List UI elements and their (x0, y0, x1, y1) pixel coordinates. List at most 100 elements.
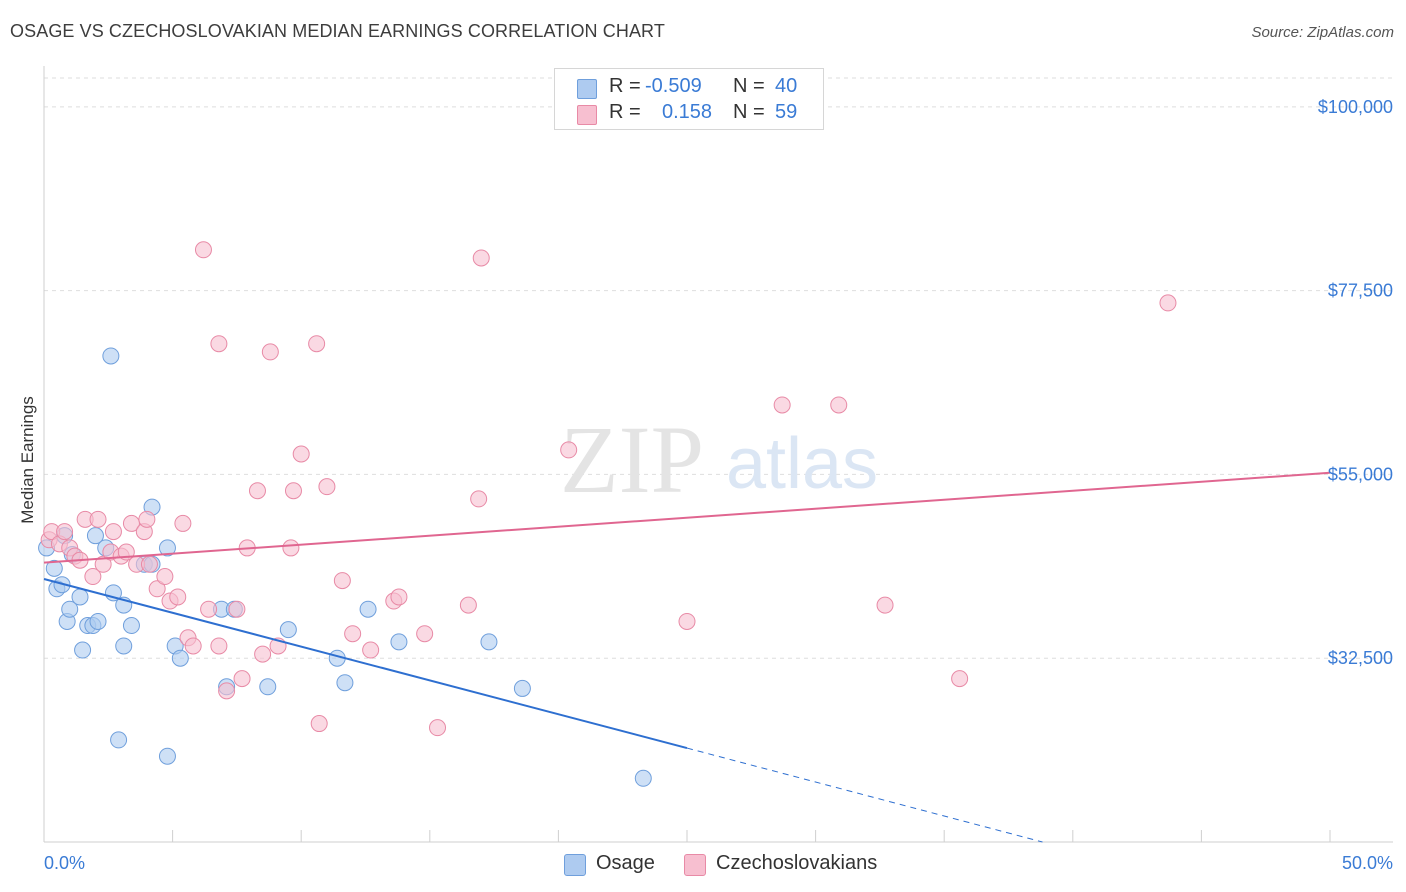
czech-point (218, 682, 236, 700)
czech-point (148, 580, 166, 598)
osage-point (122, 617, 140, 635)
osage-trend-line (43, 578, 688, 750)
czech-point (156, 568, 174, 586)
czech-point (210, 335, 228, 353)
osage-point (171, 649, 189, 667)
czech-point (318, 478, 336, 496)
watermark-atlas: atlas (726, 424, 878, 504)
osage-point (513, 679, 531, 697)
czech-legend-swatch (684, 854, 706, 876)
osage-point (259, 678, 277, 696)
osage-legend-swatch (564, 854, 586, 876)
czech-point (194, 241, 212, 259)
osage-point (158, 747, 176, 765)
osage-point (336, 674, 354, 692)
czech-point (233, 670, 251, 688)
axis-labels: $32,500 $55,000 $77,500 $100,000 0.0% 50.0% Me… (18, 97, 1393, 873)
r-value: 0.158 (662, 101, 713, 123)
czech-point (228, 600, 246, 618)
osage-point (89, 612, 107, 630)
czech-point (169, 588, 187, 606)
grid-lines (44, 77, 1393, 659)
czech-point (292, 445, 310, 463)
osage-point (102, 347, 120, 365)
czech-point (282, 539, 300, 557)
czech-point (344, 625, 362, 643)
czech-point (261, 343, 279, 361)
y-tick-label: $100,000 (1318, 97, 1393, 117)
y-tick-label: $77,500 (1328, 281, 1393, 301)
osage-point (71, 588, 89, 606)
czech-point (138, 510, 156, 528)
osage-swatch (577, 79, 597, 99)
y-tick-label: $32,500 (1328, 648, 1393, 668)
n-value: 40 (775, 75, 798, 97)
czech-point (830, 396, 848, 414)
osage-point (359, 600, 377, 618)
czech-point (459, 596, 477, 614)
x-tick-label: 50.0% (1342, 853, 1393, 873)
czech-point (104, 523, 122, 541)
osage-point (158, 539, 176, 557)
chart-title: OSAGE VS CZECHOSLOVAKIAN MEDIAN EARNINGS… (10, 21, 665, 41)
osage-point (480, 633, 498, 651)
czech-point (416, 625, 434, 643)
y-axis-title: Median Earnings (18, 396, 37, 524)
czech-point (248, 482, 266, 500)
data-points (38, 241, 1177, 787)
czech-point (89, 510, 107, 528)
czech-point (56, 523, 74, 541)
czech-point (1159, 294, 1177, 312)
osage-point (45, 559, 63, 577)
czech-point (184, 637, 202, 655)
x-tick-label: 0.0% (44, 853, 85, 873)
czech-point (84, 568, 102, 586)
czech-point (876, 596, 894, 614)
osage-point (74, 641, 92, 659)
osage-point (110, 731, 128, 749)
czech-point (94, 555, 112, 573)
czech-point (560, 441, 578, 459)
czech-point (362, 641, 380, 659)
osage-point (390, 633, 408, 651)
n-label: N = (733, 75, 765, 97)
czech-point (678, 612, 696, 630)
czech-trend-line (43, 471, 1331, 564)
czech-point (310, 715, 328, 733)
czech-point (174, 514, 192, 532)
czech-point (308, 335, 326, 353)
czech-point (284, 482, 302, 500)
osage-legend-label: Osage (596, 852, 655, 874)
czech-point (470, 490, 488, 508)
osage-trend-extension (686, 747, 1043, 843)
czech-point (951, 670, 969, 688)
source-label: Source: ZipAtlas.com (1251, 24, 1394, 41)
correlation-legend: R = -0.509 N = 40 R = 0.158 N = 59 (554, 68, 824, 130)
y-tick-label: $55,000 (1328, 464, 1393, 484)
czech-legend-label: Czechoslovakians (716, 852, 878, 874)
czech-point (333, 572, 351, 590)
osage-point (86, 527, 104, 545)
osage-point (279, 621, 297, 639)
watermark-zip: ZIP (560, 406, 704, 513)
osage-point (115, 637, 133, 655)
czech-swatch (577, 105, 597, 125)
czech-point (210, 637, 228, 655)
n-value: 59 (775, 101, 798, 123)
r-label: R = (609, 75, 641, 97)
czech-point (254, 645, 272, 663)
n-label: N = (733, 101, 765, 123)
osage-point (61, 600, 79, 618)
czech-point (200, 600, 218, 618)
watermark: ZIP atlas (560, 406, 878, 513)
czech-point (390, 588, 408, 606)
czech-point (472, 249, 490, 267)
osage-point (634, 769, 652, 787)
trend-lines (43, 471, 1331, 843)
czech-point (429, 719, 447, 737)
r-label: R = (609, 101, 641, 123)
czech-point (140, 555, 158, 573)
czech-point (773, 396, 791, 414)
r-value: -0.509 (645, 75, 702, 97)
